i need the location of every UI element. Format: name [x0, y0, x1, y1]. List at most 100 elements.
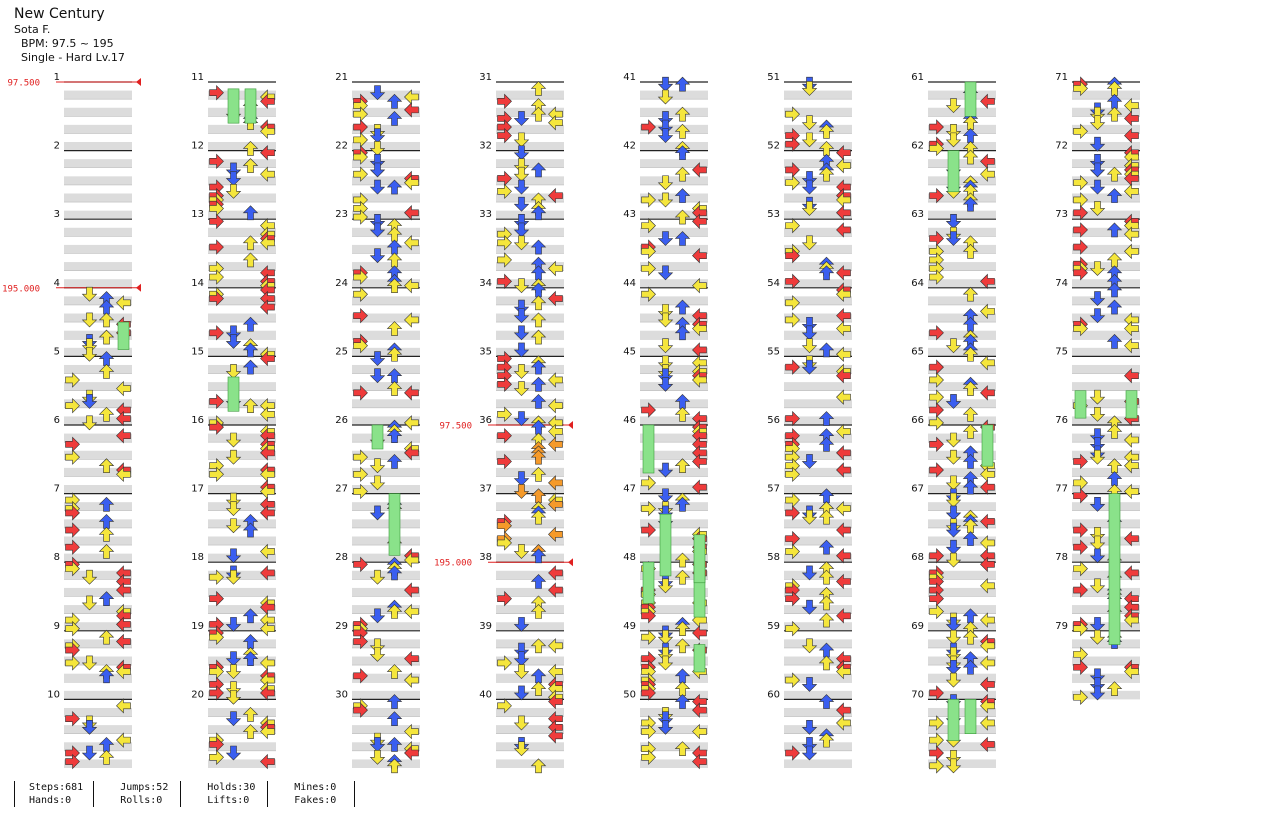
beat-band	[352, 485, 420, 494]
arrow-up-icon	[386, 278, 403, 293]
arrow-right-icon	[692, 625, 707, 641]
arrow-up-icon	[1106, 106, 1123, 122]
arrow-down-icon	[1089, 389, 1106, 405]
arrow-right-icon	[548, 638, 563, 654]
arrow-down-icon	[81, 569, 98, 585]
arrow-left-icon	[641, 500, 656, 517]
beat-band	[352, 330, 420, 340]
arrow-down-icon	[657, 629, 674, 645]
measure-number: 66	[911, 415, 924, 426]
arrow-down-icon	[225, 664, 242, 679]
beat-band	[640, 364, 708, 374]
arrow-up-icon	[818, 694, 835, 709]
arrow-left-icon	[929, 119, 944, 135]
arrow-down-icon	[945, 552, 962, 568]
beat-band	[496, 227, 564, 237]
beat-band	[640, 244, 708, 254]
beat-band	[928, 690, 996, 700]
measure-number: 52	[767, 141, 780, 152]
beat-band	[928, 553, 996, 563]
arrow-down-icon	[1089, 436, 1106, 452]
beat-band	[496, 433, 564, 443]
measure-number: 16	[191, 415, 204, 426]
arrow-up-icon	[674, 299, 691, 315]
measure-number: 73	[1055, 209, 1068, 220]
arrow-left-icon	[497, 427, 512, 444]
arrow-right-icon	[836, 367, 851, 384]
arrow-left-icon	[641, 402, 656, 418]
arrow-right-icon	[260, 505, 275, 521]
beat-band	[784, 107, 852, 117]
arrow-right-icon	[1124, 183, 1139, 200]
measure-number: 4	[54, 278, 60, 289]
stat-holds: Holds:30	[207, 782, 256, 793]
measure-number: 1	[54, 72, 60, 83]
arrow-down-icon	[657, 76, 674, 92]
arrow-up-icon	[962, 196, 979, 212]
arrow-up-icon	[386, 604, 403, 619]
beat-band	[352, 587, 420, 597]
arrow-left-icon	[353, 449, 368, 465]
beat-band	[496, 587, 564, 597]
beat-band	[928, 382, 996, 391]
measure-number: 14	[191, 278, 204, 289]
arrow-left-icon	[209, 84, 224, 101]
arrow-down-icon	[945, 214, 962, 229]
beat-band	[928, 673, 996, 683]
measure-number: 55	[767, 346, 780, 357]
arrow-down-icon	[945, 492, 962, 508]
arrow-right-icon	[692, 277, 707, 294]
arrow-right-icon	[980, 578, 995, 594]
beat-band	[928, 279, 996, 288]
arrow-up-icon	[674, 458, 691, 474]
beat-band	[496, 399, 564, 408]
beat-band	[640, 433, 708, 443]
arrow-down-icon	[513, 278, 530, 294]
beat-band	[784, 450, 852, 460]
arrow-up-icon	[674, 406, 691, 422]
arrow-up-icon	[242, 706, 259, 722]
arrow-right-icon	[404, 672, 419, 688]
arrow-up-icon	[674, 123, 691, 139]
arrow-left-icon	[785, 217, 800, 234]
beat-band	[640, 742, 708, 751]
arrow-right-icon	[692, 453, 707, 470]
beat-band	[208, 313, 276, 323]
arrow-right-icon	[260, 123, 275, 140]
beat-band	[496, 656, 564, 666]
beat-band	[64, 262, 132, 271]
measure-number: 79	[1055, 621, 1068, 632]
arrow-down-icon	[513, 299, 530, 315]
beat-band	[928, 707, 996, 717]
arrow-up-icon	[1106, 222, 1123, 238]
beat-band	[64, 759, 132, 768]
arrow-left-icon	[929, 548, 944, 564]
beat-band	[496, 502, 564, 511]
measure-number: 45	[623, 346, 636, 357]
beat-band	[352, 639, 420, 648]
arrow-down-icon	[1089, 617, 1106, 632]
arrow-up-icon	[98, 591, 115, 606]
arrow-up-icon	[530, 449, 547, 465]
arrow-right-icon	[548, 436, 563, 453]
arrow-down-icon	[1089, 162, 1106, 178]
arrow-right-icon	[1124, 432, 1139, 448]
arrow-down-icon	[513, 364, 530, 379]
measure-number: 29	[335, 621, 348, 632]
arrow-down-icon	[513, 158, 530, 174]
arrow-down-icon	[225, 501, 242, 517]
arrow-down-icon	[657, 655, 674, 671]
beat-band	[928, 347, 996, 357]
arrow-left-icon	[209, 393, 224, 410]
measure-number: 36	[479, 415, 492, 426]
beat-band	[928, 622, 996, 631]
arrow-down-icon	[81, 312, 98, 328]
stat-rolls: Rolls:0	[120, 795, 163, 806]
arrow-right-icon	[548, 187, 563, 204]
arrow-up-icon	[1106, 299, 1123, 315]
arrow-up-icon	[98, 363, 115, 379]
beat-band	[208, 124, 276, 134]
beat-band	[352, 142, 420, 151]
hold-note	[371, 424, 384, 450]
beat-band	[640, 193, 708, 203]
